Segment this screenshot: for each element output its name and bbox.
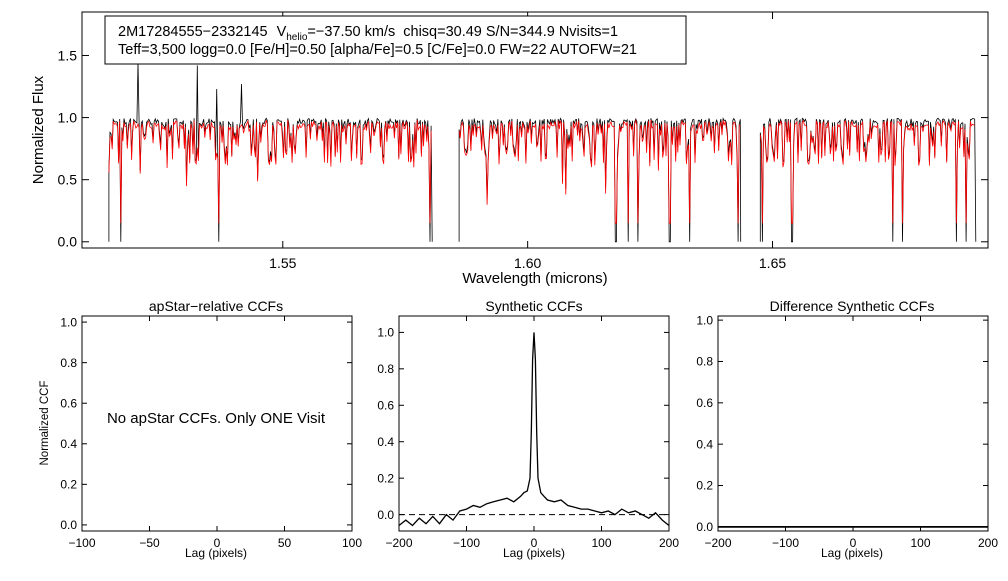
observed-spectrum-chip-2 bbox=[458, 117, 742, 243]
spectrum-ticks: 1.55 1.60 1.65 0.0 0.5 1.0 1.5 bbox=[58, 12, 988, 271]
difference-ccf-ticks: −200 −100 0 100 200 0.0 0.2 0.4 0.6 0.8 1.0 bbox=[696, 313, 998, 550]
apstar-ccf-ylabel: Normalized CCF bbox=[39, 381, 51, 466]
v-subscript: helio bbox=[286, 32, 308, 43]
x-tick-label: 1.55 bbox=[269, 255, 296, 271]
x-tick-label: −100 bbox=[772, 536, 799, 550]
apstar-ccf-ticks: −100 −50 0 50 100 0.0 0.2 0.4 0.6 0.8 1.0 bbox=[60, 315, 362, 550]
x-tick-label: 100 bbox=[591, 536, 611, 550]
apstar-ccf-xlabel: Lag (pixels) bbox=[185, 546, 247, 560]
observed-spectrum-chip-1 bbox=[108, 61, 433, 242]
synthetic-ccf-title: Synthetic CCFs bbox=[485, 298, 582, 314]
y-tick-label: 0.6 bbox=[60, 396, 77, 410]
spectrum-info-line2: Teff=3,500 logg=0.0 [Fe/H]=0.50 [alpha/F… bbox=[118, 42, 637, 58]
difference-ccf-title: Difference Synthetic CCFs bbox=[770, 298, 935, 314]
y-tick-label: 0.6 bbox=[696, 396, 713, 410]
y-tick-label: 0.5 bbox=[58, 172, 78, 188]
apstar-ccf-title: apStar−relative CCFs bbox=[149, 298, 283, 314]
x-tick-label: −100 bbox=[68, 536, 95, 550]
apstar-ccf-panel: apStar−relative CCFs −100 −50 0 50 100 0.0 0.2… bbox=[39, 298, 362, 560]
apstar-ccf-message: No apStar CCFs. Only ONE Visit bbox=[107, 410, 326, 427]
x-tick-label: −50 bbox=[139, 536, 160, 550]
y-tick-label: 1.5 bbox=[58, 47, 78, 63]
x-tick-label: 100 bbox=[342, 536, 362, 550]
x-tick-label: −200 bbox=[385, 536, 412, 550]
y-tick-label: 0.2 bbox=[60, 478, 77, 492]
y-tick-label: 0.4 bbox=[696, 437, 713, 451]
x-tick-label: 0 bbox=[850, 536, 857, 550]
x-tick-label: −200 bbox=[704, 536, 731, 550]
y-tick-label: 0.6 bbox=[377, 398, 394, 412]
x-tick-label: 50 bbox=[278, 536, 292, 550]
x-tick-label: 100 bbox=[910, 536, 930, 550]
x-tick-label: 1.65 bbox=[759, 255, 786, 271]
y-tick-label: 0.4 bbox=[377, 435, 394, 449]
x-tick-label: −100 bbox=[453, 536, 480, 550]
y-tick-label: 1.0 bbox=[60, 315, 77, 329]
synthetic-ccf-plot bbox=[398, 332, 670, 527]
spectrum-frame bbox=[81, 11, 989, 249]
x-tick-label: 0 bbox=[531, 536, 538, 550]
y-tick-label: 0.0 bbox=[58, 234, 78, 250]
x-tick-label: 1.60 bbox=[514, 255, 541, 271]
y-tick-label: 0.2 bbox=[377, 471, 394, 485]
model-spectrum-chip-1 bbox=[108, 119, 432, 224]
spectrum-info-box bbox=[104, 15, 687, 65]
synthetic-ccf-ticks: −200 −100 0 100 200 0.0 0.2 0.4 0.6 0.8 1.0 bbox=[377, 316, 679, 550]
synthetic-ccf-curve bbox=[398, 332, 670, 527]
y-tick-label: 0.0 bbox=[60, 518, 77, 532]
y-tick-label: 1.0 bbox=[58, 109, 78, 125]
fit-stats: chisq=30.49 S/N=344.9 Nvisits=1 bbox=[403, 24, 618, 40]
spectrum-ylabel: Normalized Flux bbox=[30, 75, 47, 184]
y-tick-label: 0.8 bbox=[60, 356, 77, 370]
difference-ccf-frame bbox=[717, 315, 989, 532]
y-tick-label: 0.0 bbox=[377, 508, 394, 522]
y-tick-label: 0.0 bbox=[696, 520, 713, 534]
star-id: 2M17284555−2332145 bbox=[118, 24, 268, 40]
spectrum-info-line1: 2M17284555−2332145 Vhelio=−37.50 km/s chis… bbox=[118, 24, 618, 43]
spectrum-xlabel: Wavelength (microns) bbox=[462, 270, 607, 287]
x-tick-label: 200 bbox=[978, 536, 998, 550]
y-tick-label: 0.4 bbox=[60, 437, 77, 451]
spectrum-panel: 1.55 1.60 1.65 0.0 0.5 1.0 1.5 Wavelength (mic… bbox=[30, 11, 989, 287]
v-label: V bbox=[277, 24, 287, 40]
v-value: =−37.50 km/s bbox=[307, 24, 395, 40]
spectrum-lines bbox=[108, 61, 977, 243]
synthetic-ccf-frame bbox=[398, 315, 670, 532]
y-tick-label: 0.8 bbox=[377, 362, 394, 376]
y-tick-label: 0.8 bbox=[696, 355, 713, 369]
y-tick-label: 1.0 bbox=[377, 326, 394, 340]
synthetic-ccf-panel: Synthetic CCFs −200 −100 0 100 200 0.0 0.2 0.4 0… bbox=[377, 298, 679, 560]
x-tick-label: 0 bbox=[214, 536, 221, 550]
difference-ccf-panel: Difference Synthetic CCFs −200 −100 0 100 20… bbox=[696, 298, 998, 560]
y-tick-label: 0.2 bbox=[696, 479, 713, 493]
synthetic-ccf-xlabel: Lag (pixels) bbox=[503, 546, 565, 560]
x-tick-label: 200 bbox=[659, 536, 679, 550]
y-tick-label: 1.0 bbox=[696, 313, 713, 327]
model-spectrum-chip-3 bbox=[759, 119, 975, 224]
difference-ccf-xlabel: Lag (pixels) bbox=[821, 546, 883, 560]
model-spectrum-chip-2 bbox=[458, 119, 741, 224]
